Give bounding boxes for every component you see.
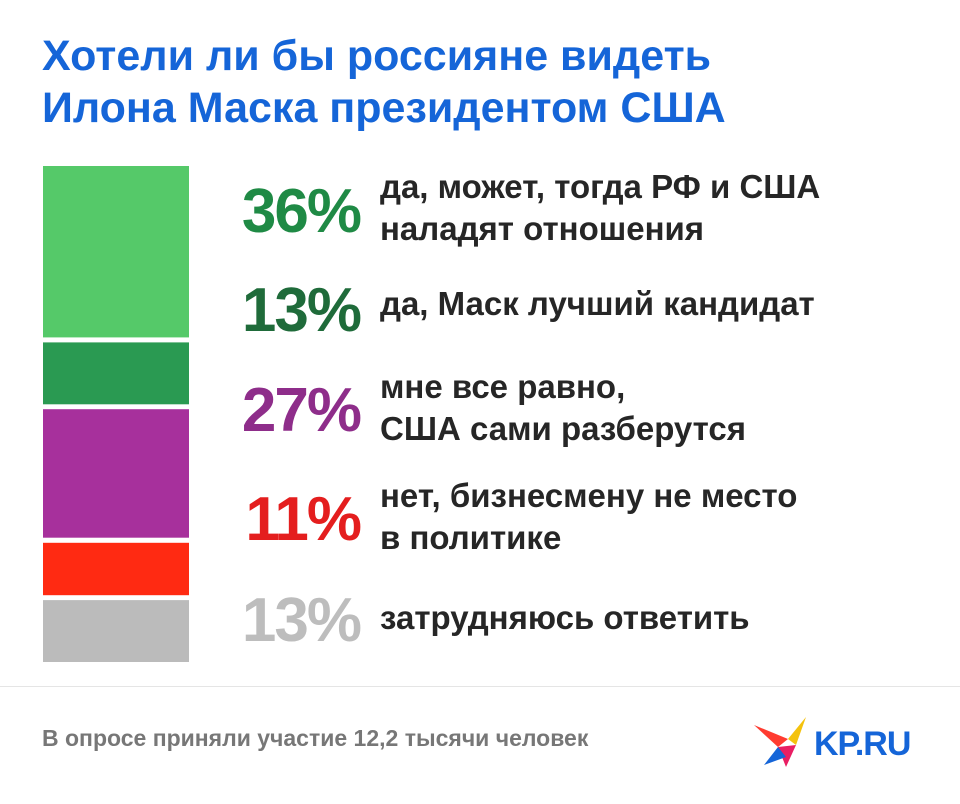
category-label-3-line-2: США сами разберутся <box>380 410 747 447</box>
category-label-4-line-1: нет, бизнесмену не место <box>380 477 798 514</box>
percent-label-5: 13% <box>241 586 362 655</box>
kp-logo-text: KP.RU <box>814 725 911 763</box>
stacked-bar-chart <box>43 166 189 662</box>
category-label-2: да, Маск лучший кандидат <box>380 283 940 325</box>
percent-label-2: 13% <box>241 276 362 345</box>
category-label-4-line-2: в политике <box>380 519 562 556</box>
category-label-1-line-2: наладят отношения <box>380 210 705 247</box>
category-label-5: затрудняюсь ответить <box>380 597 940 639</box>
chart-title: Хотели ли бы россияне видеть Илона Маска… <box>42 30 922 134</box>
bar-segment-1 <box>43 166 189 338</box>
percent-label-1: 36% <box>241 177 362 246</box>
bar-segment-2 <box>43 342 189 405</box>
category-label-1: да, может, тогда РФ и США наладят отноше… <box>380 166 940 250</box>
category-label-3-line-1: мне все равно, <box>380 368 626 405</box>
percent-label-4: 11% <box>245 485 362 554</box>
category-label-3: мне все равно, США сами разберутся <box>380 366 940 450</box>
survey-footnote: В опросе приняли участие 12,2 тысячи чел… <box>42 725 589 751</box>
title-line-1: Хотели ли бы россияне видеть <box>42 32 712 80</box>
bar-segment-4 <box>43 542 189 596</box>
category-label-1-line-1: да, может, тогда РФ и США <box>380 168 821 205</box>
category-label-4: нет, бизнесмену не место в политике <box>380 475 940 559</box>
category-label-5-line-1: затрудняюсь ответить <box>380 599 750 636</box>
bar-segment-3 <box>43 409 189 538</box>
kp-bird-logo-icon <box>754 717 806 767</box>
bar-segment-5 <box>43 600 189 662</box>
percent-label-3: 27% <box>241 376 362 445</box>
title-line-2: Илона Маска президентом США <box>42 84 726 132</box>
footer-divider <box>0 686 960 687</box>
category-label-2-line-1: да, Маск лучший кандидат <box>380 285 815 322</box>
kp-logo[interactable]: KP.RU <box>752 713 932 773</box>
